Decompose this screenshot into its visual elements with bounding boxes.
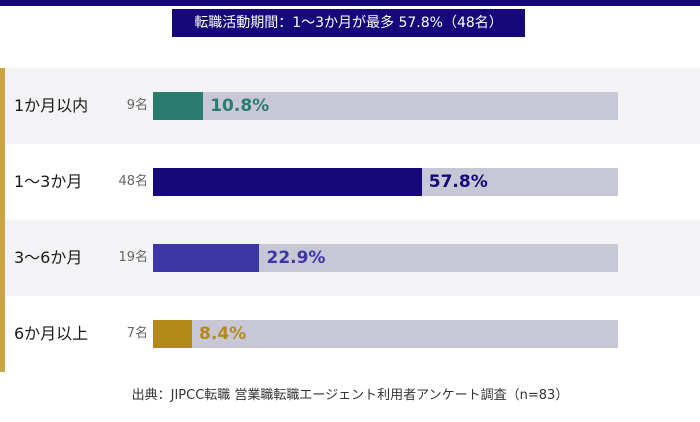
source-note: 出典：JIPCC転職 営業職転職エージェント利用者アンケート調査（n=83） xyxy=(131,388,569,403)
value-label: 22.9% xyxy=(266,248,326,268)
left-accent-bar xyxy=(0,68,5,372)
value-label: 10.8% xyxy=(210,96,270,116)
value-label: 57.8% xyxy=(428,172,488,192)
bar xyxy=(153,92,204,120)
chart-title: 転職活動期間：1〜3か月が最多 57.8%（48名） xyxy=(172,9,525,37)
category-label: 1〜3か月 xyxy=(14,172,83,191)
bar xyxy=(153,244,260,272)
category-label: 3〜6か月 xyxy=(14,248,83,267)
respondent-count-label: 9名 xyxy=(126,98,148,113)
top-rule xyxy=(0,0,700,6)
bar-track xyxy=(153,92,618,120)
respondent-count-label: 48名 xyxy=(118,174,148,189)
respondent-count-label: 7名 xyxy=(126,326,148,341)
category-label: 6か月以上 xyxy=(14,324,89,343)
bar-track xyxy=(153,320,618,348)
respondent-count-label: 19名 xyxy=(118,250,148,265)
category-label: 1か月以内 xyxy=(14,96,89,115)
bar xyxy=(153,320,193,348)
bar xyxy=(153,168,422,196)
value-label: 8.4% xyxy=(199,324,247,344)
